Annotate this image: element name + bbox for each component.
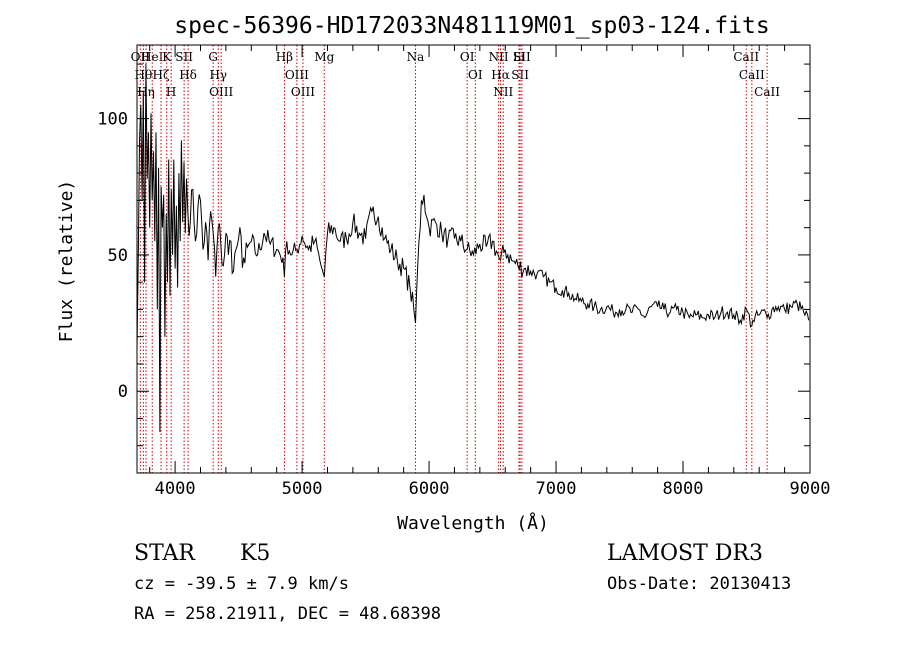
- line-label: Hζ: [153, 68, 170, 82]
- plot-frame: [136, 44, 811, 474]
- x-tick-label: 5000: [282, 479, 323, 499]
- line-label: Hγ: [209, 68, 227, 82]
- object-subclass: K5: [240, 541, 270, 566]
- y-tick-label: 0: [118, 382, 128, 402]
- line-label: OIII: [209, 85, 233, 99]
- spectrum-line-0: [136, 64, 810, 433]
- line-label: CaII: [739, 68, 765, 82]
- x-tick-label: 8000: [663, 479, 704, 499]
- x-tick-label: 7000: [536, 479, 577, 499]
- axes: 4000 5000 6000 7000 8000 9000 0 50 100: [97, 44, 831, 499]
- chart-title: spec-56396-HD172033N481119M01_sp03-124.f…: [174, 13, 769, 39]
- line-label: K: [162, 50, 172, 64]
- line-label: OI: [468, 68, 483, 82]
- x-tick-label: 9000: [790, 479, 831, 499]
- line-label: SII: [175, 50, 193, 64]
- line-label: OII: [131, 50, 151, 64]
- object-class: STAR: [134, 541, 196, 566]
- line-label: G: [208, 50, 218, 64]
- line-label: SII: [513, 50, 531, 64]
- line-label: Li: [513, 50, 525, 64]
- line-label: Hδ: [179, 68, 197, 82]
- redshift-cz: cz = -39.5 ± 7.9 km/s: [134, 574, 349, 594]
- y-tick-label: 50: [108, 246, 128, 266]
- line-label: NII: [493, 85, 513, 99]
- survey-name: LAMOST DR3: [607, 541, 763, 566]
- y-axis-label: Flux (relative): [56, 180, 77, 343]
- line-label: Hβ: [276, 50, 293, 64]
- x-tick-label: 6000: [409, 479, 450, 499]
- observation-date: Obs-Date: 20130413: [607, 574, 791, 594]
- line-label: Hθ: [134, 68, 152, 82]
- y-tick-label: 100: [97, 110, 128, 130]
- line-label: HeI: [141, 50, 164, 64]
- line-label: OI: [460, 50, 475, 64]
- series-layer: [136, 64, 810, 433]
- line-label: OIII: [291, 85, 315, 99]
- line-label: SII: [511, 68, 529, 82]
- line-label: CaII: [754, 85, 780, 99]
- line-label: OIII: [285, 68, 309, 82]
- x-axis-label: Wavelength (Å): [397, 512, 549, 534]
- line-label: Hα: [491, 68, 510, 82]
- line-label: Na: [407, 50, 425, 64]
- line-label: NII: [489, 50, 509, 64]
- x-tick-label: 4000: [155, 479, 196, 499]
- coordinates: RA = 258.21911, DEC = 48.68398: [134, 604, 441, 624]
- line-label: Mg: [314, 50, 334, 64]
- line-label: H: [166, 85, 176, 99]
- line-label: CaII: [733, 50, 759, 64]
